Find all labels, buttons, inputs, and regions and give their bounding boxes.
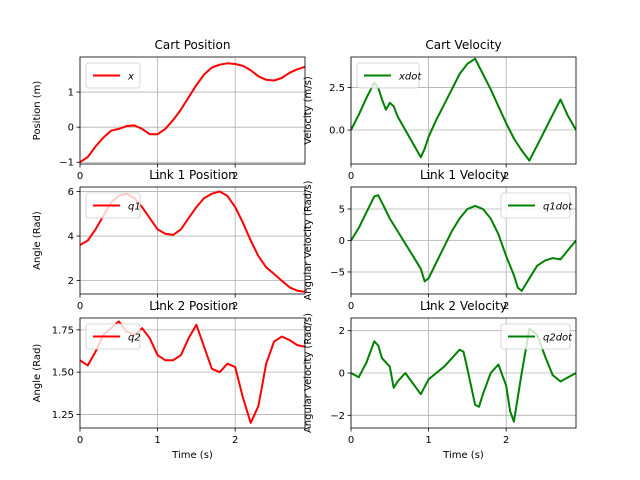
y-axis-label: Angular Velocity (Rad/s) xyxy=(303,313,314,433)
y-axis-label: Angle (Rad) xyxy=(32,344,43,403)
legend-label: q1dot xyxy=(543,202,573,213)
legend: xdot xyxy=(356,62,422,89)
y-tick-label: 2.5 xyxy=(329,83,345,94)
chart-title: Cart Velocity xyxy=(425,38,501,52)
y-axis-label: Angular Velocity (Rad/s) xyxy=(303,180,314,300)
axes-frame xyxy=(79,317,306,429)
x-tick-label: 0 xyxy=(77,301,83,312)
chart-title: Link 1 Velocity xyxy=(420,168,507,182)
x-tick-label: 2 xyxy=(503,435,509,446)
y-tick-label: 5 xyxy=(339,205,345,216)
y-tick-label: 0 xyxy=(339,236,345,247)
x-tick-label: 2 xyxy=(232,171,238,182)
y-tick-label: 1.75 xyxy=(52,325,74,336)
y-tick-label: −1 xyxy=(59,158,74,169)
x-axis-label: Time (s) xyxy=(171,450,213,461)
x-tick-label: 2 xyxy=(232,301,238,312)
legend: q2 xyxy=(85,323,141,350)
series-line-q2 xyxy=(80,320,305,424)
x-tick-label: 1 xyxy=(425,301,431,312)
y-tick-label: 0 xyxy=(68,123,74,134)
axes-frame xyxy=(79,56,306,165)
y-tick-label: 4 xyxy=(68,232,74,243)
x-axis-label: Time (s) xyxy=(442,450,484,461)
x-tick-label: 0 xyxy=(348,301,354,312)
series-line-xdot xyxy=(351,57,576,162)
x-tick-label: 0 xyxy=(348,435,354,446)
y-tick-label: −5 xyxy=(330,267,345,278)
y-tick-label: 6 xyxy=(68,187,74,198)
legend-label: q2 xyxy=(128,333,141,344)
x-tick-label: 1 xyxy=(154,301,160,312)
y-tick-label: 1.50 xyxy=(52,368,74,379)
legend-box xyxy=(500,192,571,219)
chart-title: Link 2 Position xyxy=(149,299,236,313)
chart-title: Link 1 Position xyxy=(149,168,236,182)
series-line-x xyxy=(80,62,305,164)
x-tick-label: 0 xyxy=(77,171,83,182)
y-axis-label: Velocity (m/s) xyxy=(303,76,314,145)
x-tick-label: 1 xyxy=(425,171,431,182)
legend: q2dot xyxy=(500,323,573,350)
y-tick-label: 1.25 xyxy=(52,410,74,421)
x-tick-label: 1 xyxy=(154,171,160,182)
legend: q1dot xyxy=(500,192,573,219)
chart-title: Link 2 Velocity xyxy=(420,299,507,313)
x-tick-label: 2 xyxy=(503,171,509,182)
y-axis-label: Position (m) xyxy=(32,81,43,141)
subplot-3: 0 1 2 2 4 6 Link 1 Position Angle (Rad) q1 xyxy=(32,168,306,312)
x-tick-label: 1 xyxy=(425,435,431,446)
y-tick-label: 1 xyxy=(68,88,74,99)
axes-frame xyxy=(350,56,577,165)
legend-label: xdot xyxy=(398,72,422,83)
subplot-2: 0 1 2 0.0 2.5 Cart Velocity Velocity (m/s) xdot xyxy=(303,38,577,182)
subplot-5: 0 1 2 1.25 1.50 1.75 Link 2 Position Angle (Rad… xyxy=(32,299,306,461)
subplot-4: 0 1 2 −5 0 5 Link 1 Velocity Angular Velocity (… xyxy=(303,168,577,312)
legend: x xyxy=(85,62,141,89)
axes-frame xyxy=(79,186,306,295)
series-line-q1dot xyxy=(351,194,576,292)
x-tick-label: 0 xyxy=(348,171,354,182)
x-tick-label: 0 xyxy=(77,435,83,446)
y-axis-label: Angle (Rad) xyxy=(32,211,43,270)
y-tick-label: 0.0 xyxy=(329,126,345,137)
y-tick-label: 0 xyxy=(339,369,345,380)
legend: q1 xyxy=(85,192,141,219)
legend-label: q2dot xyxy=(543,333,573,344)
x-tick-label: 2 xyxy=(503,301,509,312)
x-tick-label: 2 xyxy=(232,435,238,446)
legend-label: x xyxy=(127,72,134,83)
y-tick-label: −2 xyxy=(330,411,345,422)
chart-title: Cart Position xyxy=(155,38,231,52)
y-tick-label: 2 xyxy=(68,276,74,287)
legend-box xyxy=(500,323,571,350)
x-tick-label: 1 xyxy=(154,435,160,446)
y-tick-label: 2 xyxy=(339,326,345,337)
legend-label: q1 xyxy=(128,202,141,213)
